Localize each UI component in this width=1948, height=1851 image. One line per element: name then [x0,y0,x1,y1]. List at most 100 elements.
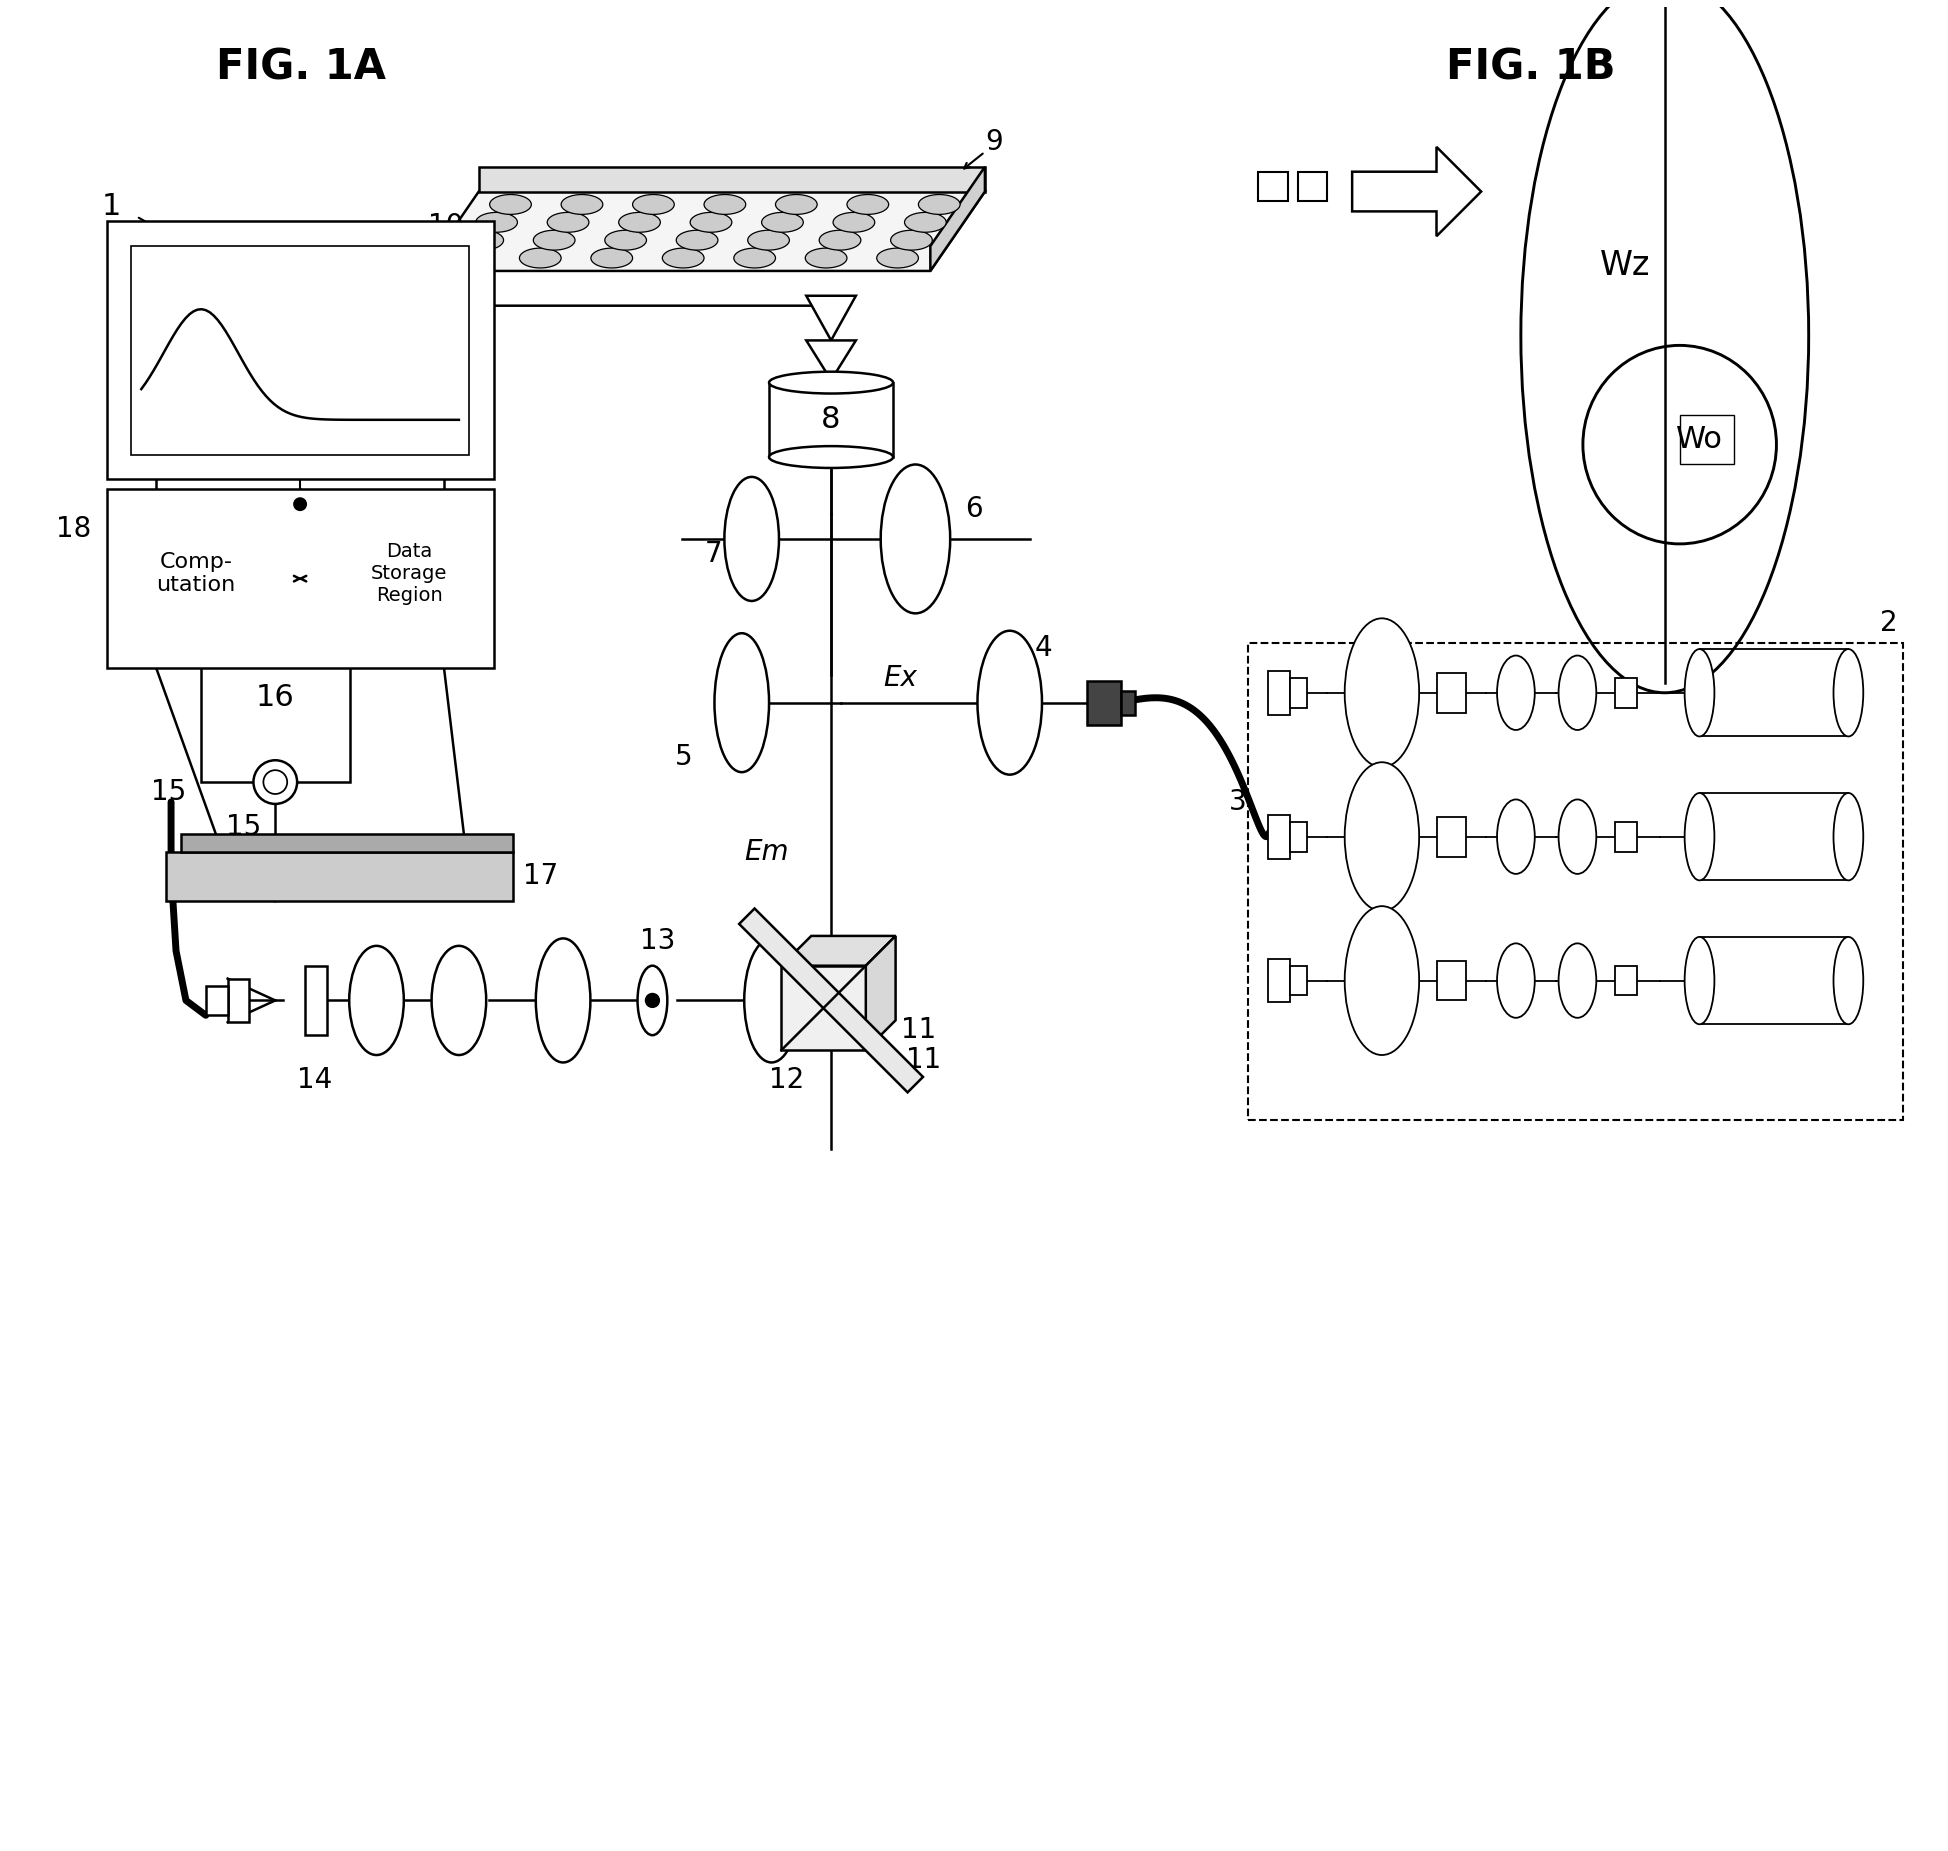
Ellipse shape [1558,800,1595,874]
Ellipse shape [590,248,633,268]
Bar [1290,822,1307,851]
Ellipse shape [1685,650,1714,737]
Ellipse shape [805,248,847,268]
Ellipse shape [475,213,518,231]
Bar [306,966,327,1035]
Polygon shape [806,296,855,341]
Text: 7: 7 [705,540,723,568]
Ellipse shape [637,966,668,1035]
Text: Data
Storage
Region: Data Storage Region [370,542,448,605]
Text: Wo: Wo [1675,426,1722,453]
Text: 5: 5 [674,744,692,772]
Bar [1679,415,1734,465]
Text: 9: 9 [986,128,1003,155]
Bar [1120,690,1136,714]
Text: 11: 11 [900,1016,935,1044]
Bar [1268,670,1290,714]
Ellipse shape [775,194,816,215]
Bar [1699,650,1849,737]
Ellipse shape [748,230,789,250]
Ellipse shape [1558,944,1595,1018]
Ellipse shape [1833,650,1864,737]
Bar [1249,642,1903,1120]
Text: 6: 6 [964,496,982,524]
Ellipse shape [762,213,803,231]
Bar [1615,966,1636,996]
Ellipse shape [1685,792,1714,881]
Ellipse shape [633,194,674,215]
Circle shape [292,498,308,511]
Ellipse shape [662,248,703,268]
Ellipse shape [820,230,861,250]
Ellipse shape [604,230,647,250]
Ellipse shape [847,194,888,215]
Bar [228,979,249,1022]
Ellipse shape [561,194,602,215]
Polygon shape [865,937,896,1050]
Text: 18: 18 [56,515,92,542]
Ellipse shape [448,248,489,268]
Ellipse shape [880,465,951,613]
Polygon shape [425,191,986,270]
Ellipse shape [676,230,719,250]
Bar [206,985,228,1016]
Text: Wz: Wz [1599,250,1650,283]
Text: 10: 10 [429,213,464,241]
Ellipse shape [890,230,933,250]
Ellipse shape [1344,618,1420,766]
Ellipse shape [769,372,892,394]
Bar [1699,792,1849,881]
Ellipse shape [744,938,799,1062]
Circle shape [253,761,298,803]
Polygon shape [781,937,896,966]
Ellipse shape [432,946,487,1055]
Text: 16: 16 [255,683,294,713]
Polygon shape [479,167,986,191]
Bar [1436,961,1467,1000]
Ellipse shape [1833,792,1864,881]
Text: 2: 2 [1880,609,1897,637]
Ellipse shape [1498,800,1535,874]
Bar [201,633,351,783]
Bar [1268,959,1290,1003]
Ellipse shape [690,213,732,231]
Bar [769,383,892,457]
Bar [166,851,514,901]
Ellipse shape [489,194,532,215]
Ellipse shape [462,230,503,250]
Ellipse shape [734,248,775,268]
Ellipse shape [1498,944,1535,1018]
Text: 4: 4 [1034,635,1052,663]
Ellipse shape [547,213,588,231]
Bar [781,966,865,1050]
Ellipse shape [349,946,403,1055]
Bar [1268,814,1290,859]
Ellipse shape [725,478,779,602]
Ellipse shape [520,248,561,268]
Ellipse shape [703,194,746,215]
Text: FIG. 1A: FIG. 1A [216,46,386,89]
Bar [131,246,469,455]
Ellipse shape [619,213,660,231]
Text: Em: Em [744,837,789,866]
Text: 3: 3 [1229,789,1247,816]
Ellipse shape [1344,763,1420,911]
Ellipse shape [978,631,1042,774]
Text: 11: 11 [906,1046,941,1074]
Text: 17: 17 [524,863,559,890]
Ellipse shape [1558,655,1595,729]
Text: 14: 14 [298,1066,333,1094]
Bar [1297,172,1327,202]
Bar [107,222,493,479]
Text: 12: 12 [769,1066,805,1094]
Polygon shape [931,167,986,270]
Polygon shape [738,909,923,1092]
Ellipse shape [534,230,575,250]
Ellipse shape [769,446,892,468]
Bar [181,833,514,851]
Text: 8: 8 [822,405,842,435]
Bar [1258,172,1288,202]
Text: 15: 15 [226,813,261,840]
Bar [1436,674,1467,713]
Text: 1: 1 [101,193,121,220]
